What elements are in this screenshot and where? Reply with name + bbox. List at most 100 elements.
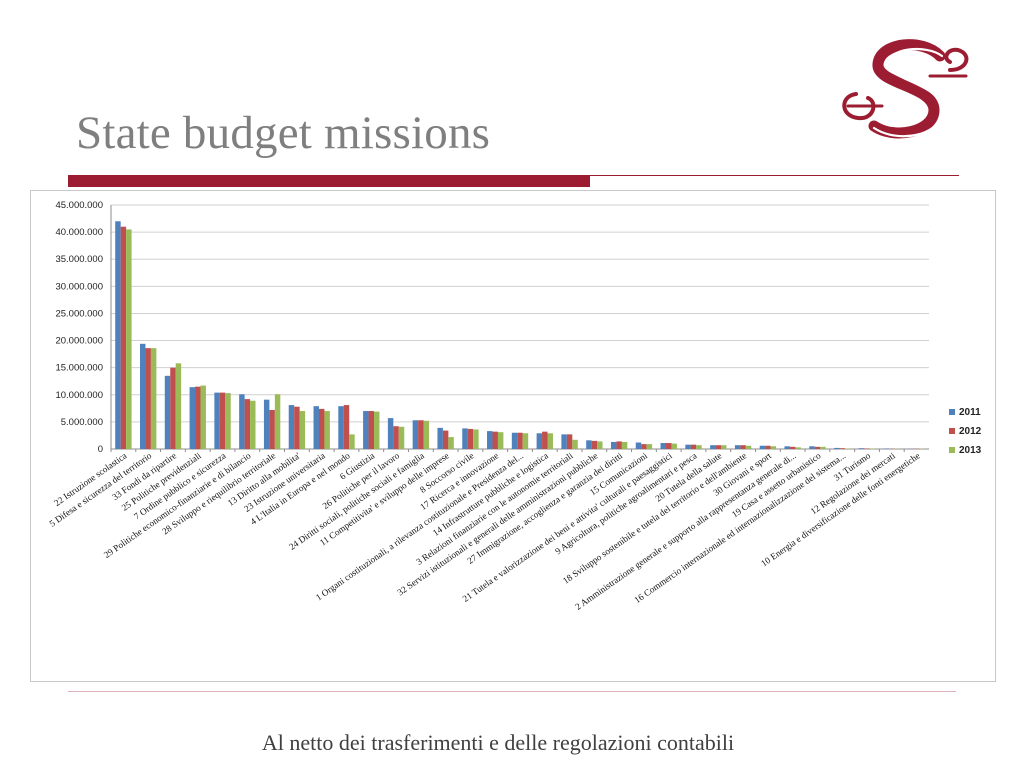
y-tick-label: 25.000.000 — [55, 308, 103, 319]
bar-2011 — [660, 443, 667, 449]
bar-2012 — [641, 444, 647, 449]
y-tick-label: 10.000.000 — [55, 390, 103, 401]
bar-2013 — [274, 394, 281, 449]
bar-2012 — [294, 406, 300, 449]
bar-2011 — [685, 444, 691, 449]
bar-2012 — [195, 386, 201, 449]
bar-2013 — [175, 363, 182, 449]
bar-2013 — [696, 445, 702, 449]
legend-swatch-2012 — [949, 428, 955, 434]
bar-2012 — [145, 348, 151, 449]
bar-2013 — [126, 229, 132, 449]
bar-2011 — [462, 428, 468, 449]
bar-2012 — [517, 432, 523, 449]
bar-2011 — [387, 418, 394, 449]
bar-2011 — [487, 431, 493, 449]
legend-label-2013: 2013 — [959, 445, 982, 456]
y-tick-label: 5.000.000 — [61, 417, 103, 428]
bar-2011 — [561, 434, 567, 449]
y-tick-label: 15.000.000 — [55, 363, 103, 374]
bar-2011 — [288, 405, 295, 449]
bar-2011 — [164, 375, 171, 449]
legend-swatch-2013 — [949, 447, 955, 453]
bar-chart: 0 5.000.000 10.000.000 15.000.000 20.000.000… — [48, 200, 982, 612]
bar-2013 — [324, 411, 330, 449]
bar-2012 — [244, 399, 251, 449]
bar-2012 — [492, 431, 498, 449]
title-rule-thin — [590, 175, 959, 176]
bar-2012 — [566, 434, 573, 449]
bar-2012 — [120, 226, 127, 449]
logo-monogram — [842, 39, 969, 139]
bar-2011 — [511, 432, 518, 449]
bar-2013 — [721, 445, 727, 449]
bar-2011 — [412, 420, 419, 449]
y-tick-label: 30.000.000 — [55, 281, 103, 292]
bar-2013 — [572, 439, 578, 449]
bar-2011 — [883, 448, 890, 449]
title-rule-thick — [68, 175, 590, 187]
bar-2013 — [522, 433, 529, 449]
bar-2011 — [784, 446, 790, 449]
legend-label-2012: 2012 — [959, 426, 982, 437]
bar-2012 — [219, 392, 226, 449]
bar-2011 — [610, 441, 617, 449]
bar-2011 — [809, 446, 815, 449]
legend-swatch-2011 — [949, 409, 955, 415]
bar-2013 — [547, 433, 553, 449]
bar-2012 — [789, 446, 796, 449]
bar-2013 — [423, 420, 430, 449]
bar-2012 — [814, 446, 821, 449]
y-tick-label: 40.000.000 — [55, 227, 103, 238]
bar-2012 — [765, 445, 771, 449]
bar-2013 — [671, 443, 677, 449]
bar-2011 — [858, 448, 865, 449]
bar-2013 — [150, 348, 157, 449]
bar-2012 — [170, 367, 176, 449]
footer-rule — [68, 691, 956, 692]
bar-2013 — [770, 446, 777, 449]
bar-2011 — [635, 442, 642, 449]
y-tick-label: 0 — [98, 444, 103, 455]
bar-2013 — [646, 444, 653, 449]
bar-2012 — [269, 409, 275, 449]
bar-2013 — [844, 448, 851, 449]
slide-title: State budget missions — [76, 107, 491, 159]
bar-2012 — [616, 441, 622, 449]
bar-2013 — [398, 426, 405, 449]
bar-2013 — [373, 411, 380, 449]
footer-text: Al netto dei trasferimenti e delle regol… — [261, 730, 735, 755]
bar-2011 — [239, 394, 245, 449]
bar-2012 — [740, 445, 746, 449]
bar-2012 — [393, 426, 399, 449]
bar-2012 — [318, 408, 325, 449]
bar-2013 — [299, 411, 306, 449]
bar-2012 — [442, 430, 449, 449]
bar-2012 — [418, 420, 424, 449]
y-tick-label: 45.000.000 — [55, 200, 103, 211]
bar-2013 — [349, 434, 355, 449]
legend-label-2011: 2011 — [959, 407, 981, 418]
bar-2011 — [140, 343, 146, 449]
bar-2011 — [313, 406, 319, 449]
bar-2011 — [759, 445, 766, 449]
bar-2012 — [591, 440, 598, 449]
bar-2011 — [115, 221, 121, 449]
bar-2013 — [795, 447, 801, 449]
bar-2011 — [437, 427, 443, 449]
bar-2011 — [710, 445, 716, 449]
bar-2012 — [864, 448, 870, 449]
bar-2011 — [263, 399, 270, 449]
bar-2011 — [338, 406, 344, 449]
bar-2012 — [542, 431, 548, 449]
bar-2012 — [839, 448, 845, 449]
bar-2013 — [820, 446, 826, 449]
bar-2013 — [597, 441, 603, 449]
y-tick-label: 20.000.000 — [55, 336, 103, 347]
bar-2012 — [715, 445, 722, 449]
bar-2012 — [343, 405, 350, 449]
bar-2011 — [834, 447, 840, 449]
bar-2011 — [214, 392, 220, 449]
y-tick-label: 35.000.000 — [55, 254, 103, 265]
bar-2012 — [690, 444, 697, 449]
